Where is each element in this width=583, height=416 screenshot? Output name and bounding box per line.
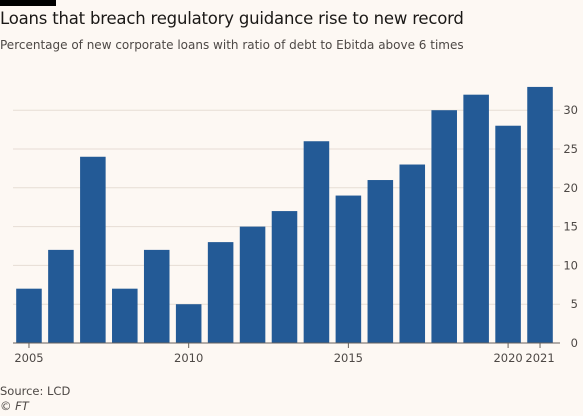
y-tick-label: 20 xyxy=(563,181,578,195)
chart-subtitle: Percentage of new corporate loans with r… xyxy=(0,38,464,52)
bar-2019 xyxy=(463,94,489,344)
y-tick-label: 30 xyxy=(563,103,578,117)
bar-2021 xyxy=(527,86,553,344)
bar-chart: 0 5 10 15 20 25 30 2005 2010 2015 2020 2021 xyxy=(13,86,578,365)
x-tick-label: 2015 xyxy=(334,351,363,365)
bar-2018 xyxy=(431,110,457,343)
bar-2012 xyxy=(239,226,266,343)
bar-2008 xyxy=(112,288,138,343)
source-note: Source: LCD xyxy=(0,384,71,398)
bar-series xyxy=(16,86,553,344)
bar-2009 xyxy=(143,249,170,343)
y-tick-label: 25 xyxy=(563,142,578,156)
bar-2006 xyxy=(48,249,74,343)
x-axis: 2005 2010 2015 2020 2021 xyxy=(13,342,560,365)
bar-2013 xyxy=(271,211,298,343)
y-axis: 0 5 10 15 20 25 30 xyxy=(563,103,578,350)
bar-2014 xyxy=(303,141,330,343)
y-tick-label: 15 xyxy=(563,220,578,234)
bar-2017 xyxy=(399,164,426,343)
x-tick-label: 2021 xyxy=(525,351,554,365)
y-tick-label: 0 xyxy=(571,336,578,350)
bar-2011 xyxy=(207,242,234,343)
bar-2010 xyxy=(175,304,202,343)
x-tick-label: 2005 xyxy=(14,351,43,365)
bar-2015 xyxy=(335,195,362,343)
bar-2007 xyxy=(80,156,106,343)
y-tick-label: 5 xyxy=(571,297,578,311)
y-tick-label: 10 xyxy=(563,258,578,272)
bar-2020 xyxy=(495,125,521,343)
x-tick-label: 2020 xyxy=(493,351,522,365)
x-tick-label: 2010 xyxy=(174,351,203,365)
bar-2005 xyxy=(16,288,42,343)
chart-title: Loans that breach regulatory guidance ri… xyxy=(0,9,464,28)
brand-top-bar xyxy=(0,0,56,6)
ft-credit: © FT xyxy=(0,399,29,413)
bar-2016 xyxy=(367,180,394,343)
